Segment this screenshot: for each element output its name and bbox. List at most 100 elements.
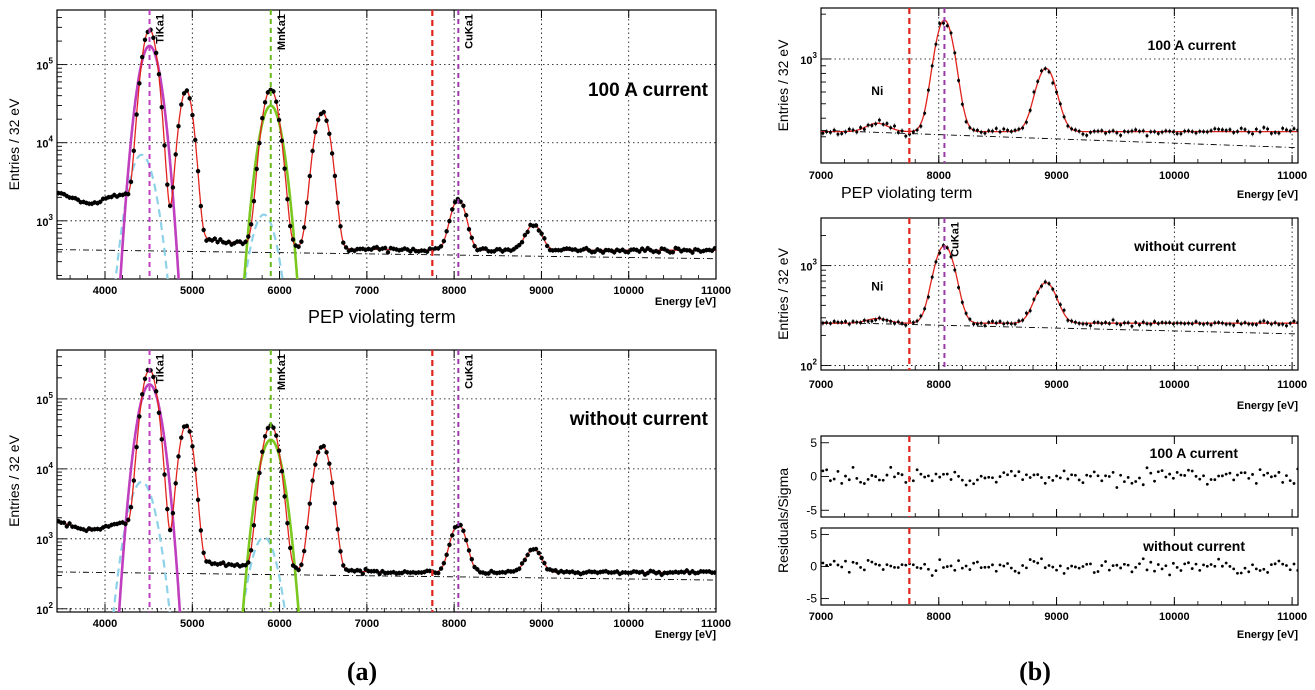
chart-b_mid: 7000 8000 9000 10000 11000 Energy [eV] 102 103 E… bbox=[775, 217, 1307, 412]
y-tick-label: 104 bbox=[36, 461, 53, 477]
residual-point bbox=[1138, 476, 1141, 480]
data-point bbox=[170, 185, 176, 190]
data-point bbox=[1077, 129, 1081, 133]
residual-point bbox=[927, 474, 930, 478]
residual-point bbox=[1032, 560, 1036, 563]
data-point bbox=[271, 89, 276, 94]
data-point bbox=[220, 560, 226, 565]
data-point bbox=[934, 260, 938, 264]
x-tick-label: 4000 bbox=[93, 285, 117, 297]
data-point bbox=[248, 222, 254, 227]
data-point bbox=[1013, 322, 1017, 326]
residual-point bbox=[1006, 562, 1009, 565]
residual-point bbox=[855, 476, 859, 480]
data-point bbox=[1134, 320, 1138, 324]
data-point bbox=[975, 322, 979, 326]
data-point bbox=[310, 148, 315, 154]
residual-point bbox=[1175, 471, 1179, 474]
y-tick-label: 102 bbox=[36, 601, 53, 617]
residual-point bbox=[1036, 561, 1040, 565]
data-point bbox=[296, 567, 301, 573]
residual-point bbox=[881, 568, 885, 571]
data-point bbox=[126, 191, 131, 197]
data-point bbox=[1262, 319, 1266, 323]
data-point bbox=[968, 317, 972, 321]
residual-point bbox=[1262, 473, 1266, 477]
data-point bbox=[382, 245, 388, 251]
data-point bbox=[444, 229, 449, 234]
data-point bbox=[934, 42, 938, 46]
residual-point bbox=[859, 480, 862, 484]
residual-point bbox=[1266, 471, 1270, 475]
data-point bbox=[1164, 321, 1168, 325]
data-point bbox=[1085, 133, 1089, 137]
residual-point bbox=[994, 569, 998, 573]
data-point bbox=[151, 35, 156, 41]
residual-point bbox=[1115, 563, 1119, 567]
data-point bbox=[218, 237, 223, 242]
residual-point bbox=[1160, 469, 1164, 473]
data-point bbox=[1096, 320, 1100, 324]
residual-point bbox=[1141, 483, 1145, 487]
data-point bbox=[165, 182, 170, 187]
residual-point bbox=[832, 477, 836, 481]
data-point bbox=[190, 112, 195, 118]
x-axis-label: Energy [eV] bbox=[1237, 400, 1298, 412]
residual-point bbox=[968, 479, 972, 483]
marker-label: CuKa1 bbox=[949, 222, 961, 257]
data-point bbox=[1006, 128, 1010, 132]
residual-point bbox=[1292, 482, 1296, 485]
data-point bbox=[1017, 127, 1021, 131]
residual-point bbox=[1077, 478, 1081, 482]
fit-curve bbox=[821, 245, 1298, 324]
x-tick-label: 11000 bbox=[1277, 170, 1307, 182]
residual-point bbox=[1228, 471, 1232, 475]
data-point bbox=[712, 246, 716, 251]
data-point bbox=[441, 560, 447, 566]
data-point bbox=[153, 389, 159, 394]
data-point bbox=[444, 552, 449, 558]
x-tick-label: 9000 bbox=[529, 618, 553, 630]
data-point bbox=[1243, 321, 1247, 325]
residual-point bbox=[1220, 564, 1224, 568]
data-point bbox=[184, 88, 190, 93]
data-point bbox=[1160, 130, 1164, 134]
data-point bbox=[1039, 284, 1043, 288]
y-tick-label: 103 bbox=[36, 531, 53, 547]
residual-point bbox=[1153, 479, 1156, 483]
data-point bbox=[276, 117, 282, 123]
data-point bbox=[930, 275, 934, 279]
data-point bbox=[945, 246, 949, 250]
residual-point bbox=[1002, 471, 1006, 475]
residual-point bbox=[1220, 474, 1224, 478]
data-point bbox=[1009, 322, 1013, 326]
data-point bbox=[463, 213, 469, 218]
data-point bbox=[1258, 320, 1262, 324]
data-point bbox=[274, 433, 279, 438]
data-point bbox=[374, 569, 380, 574]
mn-component bbox=[242, 104, 299, 279]
residual-point bbox=[1092, 571, 1096, 574]
data-point bbox=[656, 250, 662, 255]
residual-point bbox=[874, 475, 878, 478]
data-point bbox=[246, 234, 251, 239]
data-point bbox=[260, 449, 265, 454]
data-point bbox=[1130, 129, 1134, 133]
data-point bbox=[1153, 320, 1157, 324]
data-point bbox=[1062, 308, 1066, 312]
data-point bbox=[1100, 129, 1104, 133]
data-point bbox=[637, 249, 642, 254]
residual-point bbox=[1092, 470, 1096, 474]
data-point bbox=[1217, 320, 1221, 324]
data-point bbox=[212, 236, 218, 241]
data-point bbox=[881, 318, 885, 322]
data-point bbox=[1251, 132, 1255, 136]
residual-point bbox=[1066, 566, 1070, 570]
y-tick-label: 0 bbox=[810, 560, 817, 574]
residual-point bbox=[1171, 476, 1175, 480]
data-point bbox=[1107, 322, 1111, 326]
plot-area bbox=[57, 27, 716, 279]
data-point bbox=[173, 481, 178, 486]
residual-point bbox=[1149, 471, 1153, 475]
